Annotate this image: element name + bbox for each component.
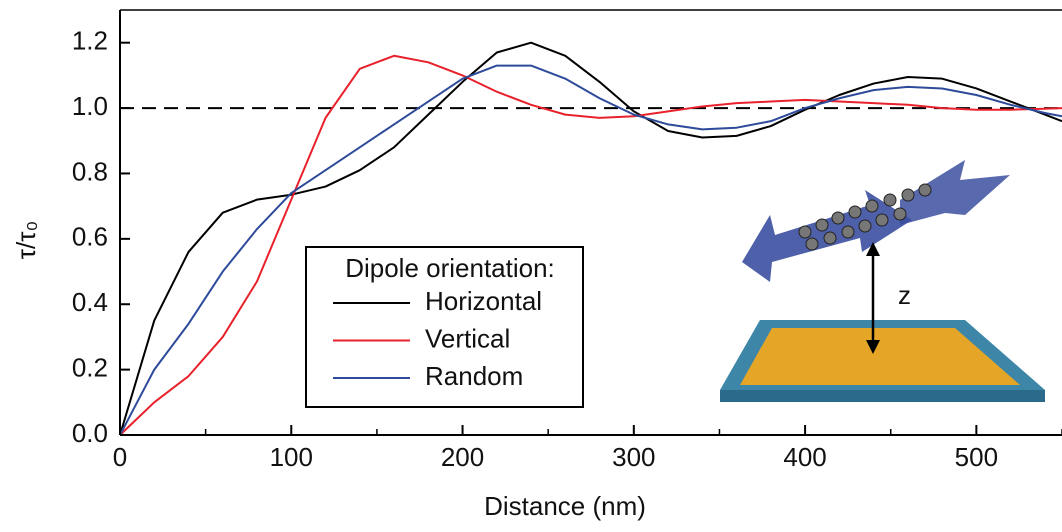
y-tick-label: 0.8 (72, 156, 108, 186)
legend-label: Vertical (425, 323, 510, 353)
y-tick-label: 0.0 (72, 418, 108, 448)
legend-label: Horizontal (425, 286, 542, 316)
legend-box (305, 246, 584, 408)
series-line (119, 41, 1062, 436)
inset: z (720, 160, 1045, 402)
x-tick-label: 200 (441, 442, 484, 472)
inset-label: z (898, 280, 911, 310)
x-axis-label: Distance (nm) (484, 491, 646, 521)
legend-label: Random (425, 361, 523, 391)
y-axis-label: τ/τ₀ (11, 221, 41, 260)
x-tick-label: 100 (270, 442, 313, 472)
y-tick-label: 1.2 (72, 26, 108, 56)
x-tick-label: 0 (113, 442, 127, 472)
x-tick-label: 500 (955, 442, 998, 472)
x-tick-label: 400 (783, 442, 826, 472)
series-line (119, 64, 1062, 436)
series-line (119, 54, 1062, 436)
y-tick-label: 1.0 (72, 91, 108, 121)
x-tick-label: 300 (612, 442, 655, 472)
legend-title: Dipole orientation: (345, 253, 555, 283)
y-tick-label: 0.6 (72, 222, 108, 252)
y-tick-label: 0.4 (72, 287, 108, 317)
y-tick-label: 0.2 (72, 352, 108, 382)
